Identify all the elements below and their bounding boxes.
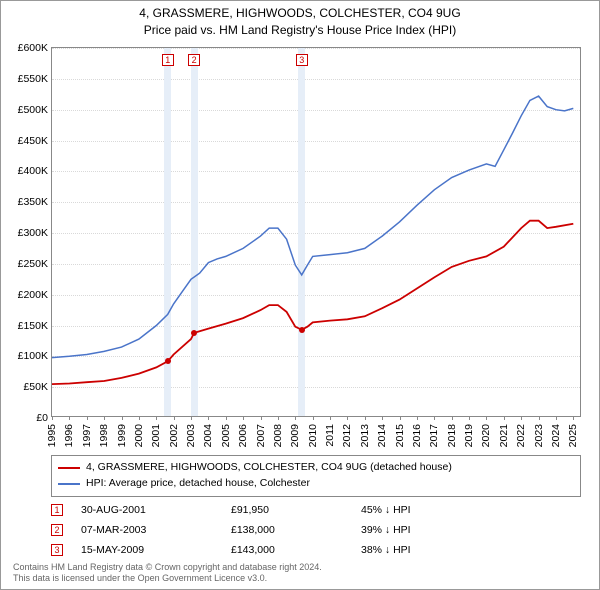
xtick-label: 1996 (63, 424, 75, 447)
ytick-label: £550K (4, 73, 48, 85)
sales-date-1: 30-AUG-2001 (81, 504, 231, 516)
sale-point (191, 330, 197, 336)
sales-table: 1 30-AUG-2001 £91,950 45% ↓ HPI 2 07-MAR… (51, 501, 581, 561)
ytick-label: £100K (4, 350, 48, 362)
xtick-label: 2012 (341, 424, 353, 447)
xtick-label: 2004 (202, 424, 214, 447)
sales-row-1: 1 30-AUG-2001 £91,950 45% ↓ HPI (51, 501, 581, 519)
xtick-label: 2020 (480, 424, 492, 447)
sales-row-2: 2 07-MAR-2003 £138,000 39% ↓ HPI (51, 521, 581, 539)
figure: 4, GRASSMERE, HIGHWOODS, COLCHESTER, CO4… (0, 0, 600, 590)
footer: Contains HM Land Registry data © Crown c… (13, 562, 322, 585)
sales-hpi-1: 45% ↓ HPI (361, 504, 581, 516)
ytick-label: £400K (4, 165, 48, 177)
xtick-label: 2015 (394, 424, 406, 447)
ytick-label: £250K (4, 258, 48, 270)
series-line-hpi (52, 96, 573, 358)
xtick-label: 1999 (116, 424, 128, 447)
xtick-label: 2008 (272, 424, 284, 447)
xtick-label: 2016 (411, 424, 423, 447)
xtick-label: 2007 (255, 424, 267, 447)
legend-swatch-property (58, 467, 80, 469)
xtick-label: 2024 (550, 424, 562, 447)
xtick-label: 2019 (463, 424, 475, 447)
chart-area: £0£50K£100K£150K£200K£250K£300K£350K£400… (51, 47, 581, 417)
xtick-label: 1995 (46, 424, 58, 447)
ytick-label: £50K (4, 381, 48, 393)
xtick-label: 2011 (324, 424, 336, 447)
xtick-label: 2025 (567, 424, 579, 447)
xtick-label: 2013 (359, 424, 371, 447)
sales-price-1: £91,950 (231, 504, 361, 516)
xtick-label: 1997 (81, 424, 93, 447)
sales-price-2: £138,000 (231, 524, 361, 536)
sales-hpi-3: 38% ↓ HPI (361, 544, 581, 556)
xtick-label: 2017 (428, 424, 440, 447)
sale-point (165, 358, 171, 364)
xtick-label: 2005 (220, 424, 232, 447)
ytick-label: £500K (4, 104, 48, 116)
ytick-label: £600K (4, 42, 48, 54)
xtick-label: 2021 (498, 424, 510, 447)
series-svg (52, 48, 582, 418)
ytick-label: £300K (4, 227, 48, 239)
sales-price-3: £143,000 (231, 544, 361, 556)
xtick-label: 2001 (150, 424, 162, 447)
footer-line-2: This data is licensed under the Open Gov… (13, 573, 322, 585)
xtick-label: 2000 (133, 424, 145, 447)
footer-line-1: Contains HM Land Registry data © Crown c… (13, 562, 322, 574)
xtick-label: 2006 (237, 424, 249, 447)
series-line-property (52, 221, 573, 384)
xtick-label: 1998 (98, 424, 110, 447)
sales-hpi-2: 39% ↓ HPI (361, 524, 581, 536)
sales-date-2: 07-MAR-2003 (81, 524, 231, 536)
xtick-label: 2010 (307, 424, 319, 447)
sales-row-3: 3 15-MAY-2009 £143,000 38% ↓ HPI (51, 541, 581, 559)
ytick-label: £150K (4, 320, 48, 332)
sale-marker-box: 3 (296, 54, 308, 66)
xtick-label: 2023 (533, 424, 545, 447)
legend-item-hpi: HPI: Average price, detached house, Colc… (58, 476, 574, 492)
legend-label-property: 4, GRASSMERE, HIGHWOODS, COLCHESTER, CO4… (86, 460, 452, 476)
legend: 4, GRASSMERE, HIGHWOODS, COLCHESTER, CO4… (51, 455, 581, 497)
sale-marker-box: 2 (188, 54, 200, 66)
title-block: 4, GRASSMERE, HIGHWOODS, COLCHESTER, CO4… (1, 1, 599, 39)
xtick-label: 2009 (289, 424, 301, 447)
title-line-2: Price paid vs. HM Land Registry's House … (1, 22, 599, 39)
ytick-label: £0 (4, 412, 48, 424)
ytick-label: £350K (4, 196, 48, 208)
sales-marker-3: 3 (51, 544, 63, 556)
sales-date-3: 15-MAY-2009 (81, 544, 231, 556)
title-line-1: 4, GRASSMERE, HIGHWOODS, COLCHESTER, CO4… (1, 5, 599, 22)
xtick-label: 2014 (376, 424, 388, 447)
xtick-label: 2002 (168, 424, 180, 447)
xtick-label: 2018 (446, 424, 458, 447)
xtick-label: 2003 (185, 424, 197, 447)
ytick-label: £450K (4, 135, 48, 147)
sale-marker-box: 1 (162, 54, 174, 66)
legend-swatch-hpi (58, 483, 80, 485)
sale-point (299, 327, 305, 333)
sales-marker-2: 2 (51, 524, 63, 536)
sales-marker-1: 1 (51, 504, 63, 516)
legend-label-hpi: HPI: Average price, detached house, Colc… (86, 476, 310, 492)
xtick-label: 2022 (515, 424, 527, 447)
ytick-label: £200K (4, 289, 48, 301)
legend-item-property: 4, GRASSMERE, HIGHWOODS, COLCHESTER, CO4… (58, 460, 574, 476)
